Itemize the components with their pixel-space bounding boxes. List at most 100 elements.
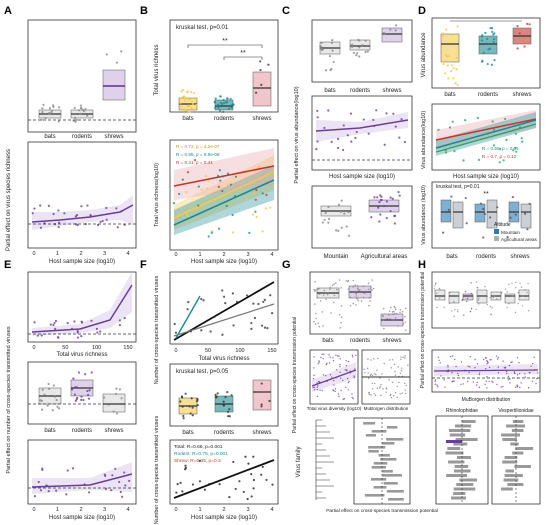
f-middle-point	[228, 408, 231, 411]
h-middle-point	[447, 370, 450, 373]
d-legend-title: Altitude	[494, 222, 511, 228]
h-top-point	[457, 295, 459, 298]
h-top-point	[489, 305, 492, 308]
b-bottom-point	[255, 215, 258, 219]
a-bottom-point	[63, 212, 66, 215]
g-bottom-bar	[364, 494, 385, 497]
g-top-point	[313, 320, 315, 323]
b-bottom-point	[254, 210, 257, 213]
d-middle-point	[464, 119, 467, 122]
d-middle-point	[518, 126, 522, 129]
h-bottom-bar	[506, 424, 526, 428]
h-top-point	[438, 297, 441, 299]
e-bottom-fit	[31, 473, 133, 488]
e-middle-point	[71, 388, 74, 391]
e-middle-point	[88, 389, 91, 392]
g-top-point	[365, 290, 367, 293]
c-top-point	[330, 41, 334, 44]
d-bottom-3-box	[486, 199, 498, 229]
g-middle-point	[345, 386, 347, 389]
g-bottom-tree	[315, 419, 334, 500]
c-middle-point	[385, 112, 388, 115]
e-middle-cat: bats	[44, 428, 55, 434]
d-bottom-point	[482, 207, 485, 210]
f-top-point	[269, 294, 272, 297]
h-bottom-bar	[449, 433, 466, 437]
e-bottom-tick: 2	[79, 507, 82, 513]
g-middle-point	[317, 385, 319, 387]
c-top-cat: rodents	[350, 88, 370, 94]
g-top-cat: rodents	[350, 338, 370, 344]
b-bottom-point	[195, 207, 199, 211]
g-bottom-bar	[368, 446, 386, 449]
d-top-point	[486, 37, 489, 40]
g-middle-xlabel: Total virus diversity (log10)	[307, 406, 362, 411]
f-bottom-point	[176, 483, 179, 486]
g-bottom-xlabel: Partial effect on cross-species transmis…	[326, 508, 438, 514]
f-bottom-point	[234, 487, 237, 491]
b-bottom-point	[197, 185, 200, 188]
h-top-point	[527, 310, 530, 312]
c-top-point	[319, 47, 322, 50]
b-bottom-point	[200, 204, 203, 208]
h-bottom-bar	[451, 496, 466, 500]
g-middle-xlabel: MuBorgen distribution	[364, 406, 409, 411]
d-middle-point	[462, 159, 465, 162]
h-top-point	[524, 289, 526, 291]
f-bottom-tick: 1	[198, 507, 201, 513]
e-bottom-point	[66, 469, 69, 472]
f-bottom-point	[265, 478, 268, 482]
a-top-point	[73, 116, 77, 120]
e-bottom-point	[118, 480, 121, 484]
f-bottom-ylabel: Number of cross-species transmitted viru…	[154, 416, 160, 525]
h-top-point	[517, 291, 519, 294]
f-bottom-tick: 3	[246, 507, 249, 513]
g-top-point	[404, 307, 407, 310]
a-bottom-point	[89, 214, 92, 217]
g-middle-right-point	[371, 382, 373, 385]
h-bottom-bar	[504, 456, 518, 459]
g-middle-right-point	[404, 355, 406, 357]
g-top-cat: bats	[322, 338, 333, 344]
h-middle-point	[519, 386, 521, 389]
h-middle-point	[504, 367, 506, 369]
h-middle-point	[527, 387, 530, 389]
g-middle-point	[313, 367, 315, 369]
b-bottom-point	[200, 188, 203, 191]
b-top-point	[183, 96, 186, 100]
g-middle-point	[337, 393, 340, 395]
f-top-point	[266, 327, 269, 330]
b-top-point	[216, 103, 220, 106]
d-legend-label: Mountain	[501, 230, 520, 235]
h-middle-point	[447, 366, 449, 368]
d-middle-fit-green	[435, 123, 537, 153]
e-middle-point	[73, 393, 76, 396]
c-bottom-point	[345, 225, 348, 228]
h-middle-point	[497, 356, 500, 359]
f-bottom-point	[181, 490, 184, 493]
g-top-point	[393, 305, 396, 308]
b-bottom-point	[186, 171, 190, 174]
a-top-point	[82, 110, 86, 113]
g-middle-right-point	[394, 374, 397, 376]
g-middle-point	[331, 376, 333, 378]
g-middle-point	[329, 356, 331, 358]
d-top-point	[447, 77, 450, 80]
c-bottom-point	[327, 217, 331, 221]
d-bottom-ylabel: Virus abundance (log10)	[421, 185, 427, 245]
e-top-point	[118, 323, 122, 327]
e-top-point	[123, 317, 126, 320]
c-top-cat: bats	[324, 88, 335, 94]
a-top-point	[115, 61, 118, 64]
b-bottom-point	[206, 187, 209, 190]
b-top-bracket	[223, 56, 263, 60]
f-middle-point	[224, 395, 227, 399]
g-top-point	[352, 279, 355, 282]
d-middle-point	[444, 148, 447, 152]
h-middle-point	[528, 372, 531, 374]
g-top-point	[325, 298, 327, 301]
f-top-point	[252, 302, 255, 305]
h-middle-point	[488, 380, 490, 383]
h-middle-point	[468, 366, 471, 368]
d-top-point	[481, 34, 484, 37]
